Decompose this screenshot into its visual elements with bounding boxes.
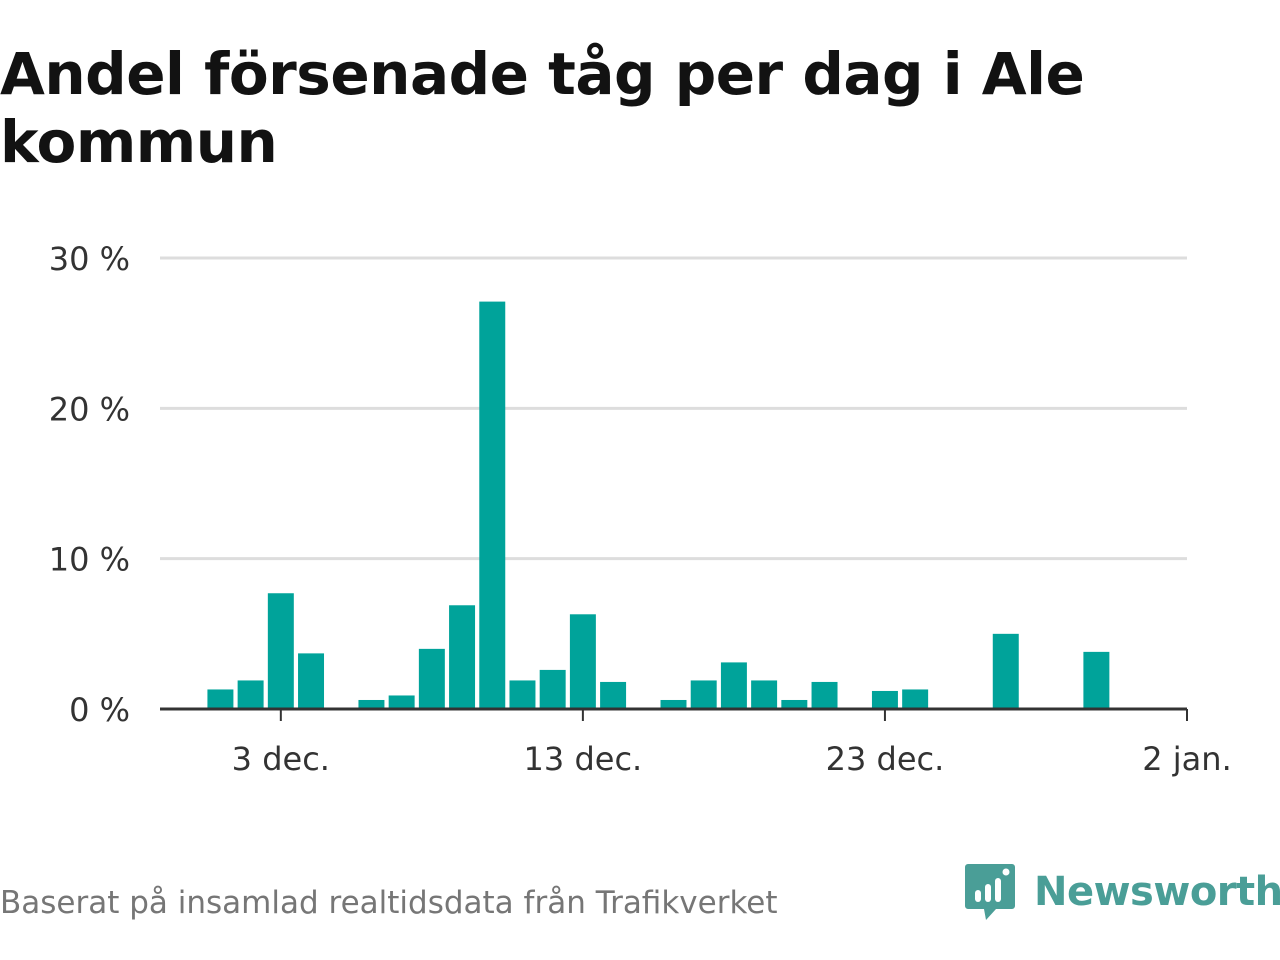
y-tick-label: 20 % xyxy=(49,390,130,428)
bar xyxy=(1083,651,1110,709)
bar xyxy=(781,699,808,709)
y-tick-label: 0 % xyxy=(69,691,130,729)
x-tick-label: 23 dec. xyxy=(826,740,945,778)
newsworthy-logo-icon xyxy=(965,864,1015,920)
source-note: Baserat på insamlad realtidsdata från Tr… xyxy=(0,885,778,921)
bar xyxy=(388,695,415,709)
bar xyxy=(418,648,445,709)
bar xyxy=(509,680,536,709)
bar xyxy=(449,605,476,709)
bar xyxy=(720,662,747,709)
bar xyxy=(811,681,838,709)
bar xyxy=(539,669,566,709)
chart-title: Andel försenade tåg per dag i Ale kommun xyxy=(0,40,1085,176)
bar xyxy=(902,689,929,709)
y-tick-label: 30 % xyxy=(49,240,130,278)
bar xyxy=(690,680,717,709)
bar xyxy=(237,680,264,709)
bar-chart: 0 % 10 % 20 % 30 % 3 dec. 13 dec. 23 dec. 2 jan… xyxy=(49,240,1232,778)
bar xyxy=(751,680,778,709)
bar xyxy=(660,699,687,709)
bar xyxy=(871,690,898,709)
bar xyxy=(479,301,506,709)
x-tick-label: 2 jan. xyxy=(1142,740,1231,778)
bar xyxy=(569,614,596,709)
bar xyxy=(358,699,385,709)
y-tick-label: 10 % xyxy=(49,541,130,579)
bar xyxy=(267,593,294,709)
brand-name: Newsworthy xyxy=(1034,869,1280,915)
x-tick-label: 13 dec. xyxy=(524,740,643,778)
bar xyxy=(298,653,325,709)
x-tick-label: 3 dec. xyxy=(232,740,330,778)
bar xyxy=(207,689,234,709)
bar xyxy=(600,681,627,709)
bar xyxy=(992,633,1019,709)
brand-logo[interactable]: Newsworthy xyxy=(964,862,1280,922)
